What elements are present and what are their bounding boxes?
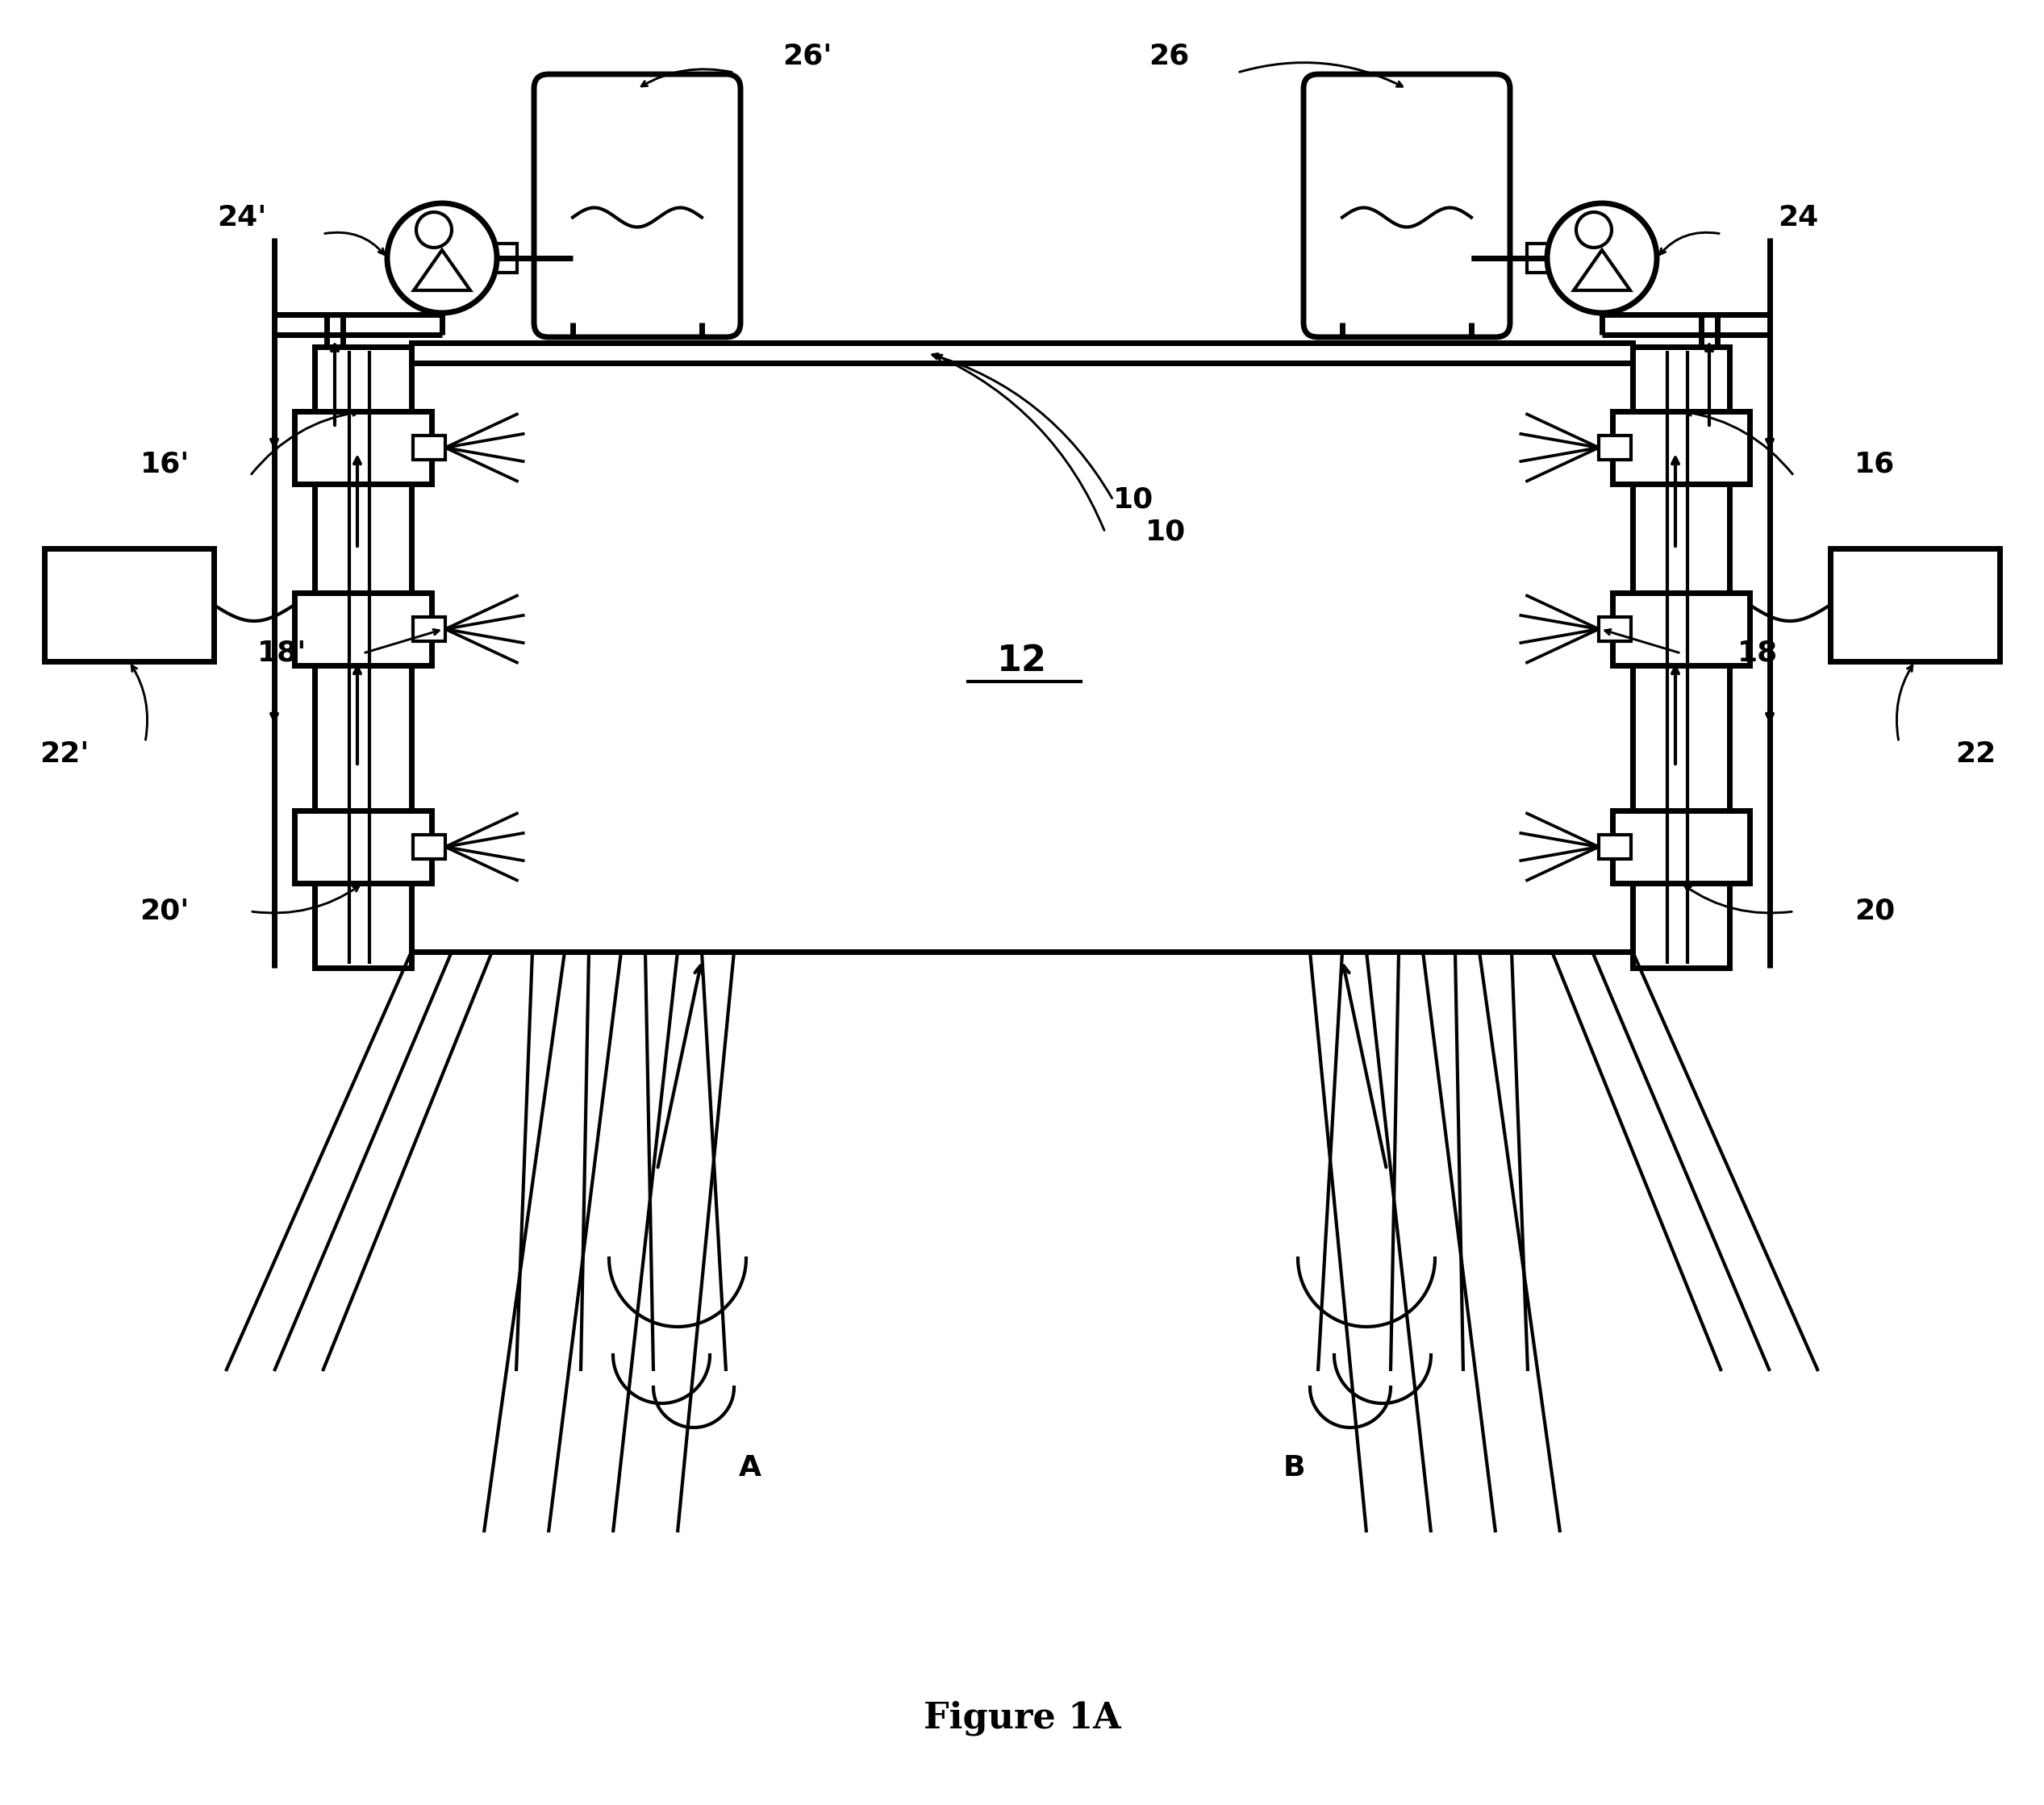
Text: 26': 26'	[783, 43, 832, 70]
Bar	[294, 592, 431, 666]
Bar	[45, 549, 215, 661]
Text: 10: 10	[1114, 486, 1153, 514]
Bar	[1613, 412, 1750, 484]
Text: 26: 26	[1149, 43, 1190, 70]
Circle shape	[1547, 204, 1658, 312]
Circle shape	[386, 204, 497, 312]
Text: 20: 20	[1854, 897, 1895, 926]
Text: 16: 16	[1854, 449, 1895, 478]
Bar	[411, 343, 1633, 363]
Bar	[1527, 244, 1551, 273]
FancyBboxPatch shape	[533, 74, 740, 338]
Text: 18: 18	[1737, 639, 1778, 668]
FancyBboxPatch shape	[1304, 74, 1511, 338]
Text: 24': 24'	[217, 204, 266, 231]
Bar	[1613, 810, 1750, 883]
Bar	[413, 435, 446, 460]
Bar	[294, 412, 431, 484]
Bar	[1613, 592, 1750, 666]
Text: A: A	[738, 1455, 762, 1482]
Text: 16': 16'	[141, 449, 190, 478]
Polygon shape	[1574, 251, 1631, 291]
Bar	[315, 347, 411, 967]
Bar	[413, 617, 446, 641]
Bar	[493, 244, 517, 273]
Text: 22: 22	[1956, 740, 1995, 767]
Text: 22': 22'	[39, 740, 88, 767]
Circle shape	[417, 213, 452, 247]
Text: 10: 10	[1145, 518, 1186, 547]
Text: 12: 12	[997, 644, 1047, 679]
Text: 20': 20'	[141, 897, 190, 926]
Bar	[1598, 834, 1631, 859]
Bar	[1633, 347, 1729, 967]
Circle shape	[1576, 213, 1611, 247]
Bar	[1598, 435, 1631, 460]
Polygon shape	[413, 251, 470, 291]
Bar	[413, 834, 446, 859]
Bar	[294, 810, 431, 883]
Bar	[1829, 549, 1999, 661]
Bar	[1598, 617, 1631, 641]
Text: Figure 1A: Figure 1A	[924, 1700, 1120, 1735]
Text: B: B	[1284, 1455, 1304, 1482]
Text: 24: 24	[1778, 204, 1819, 231]
Text: 18': 18'	[258, 639, 307, 668]
Bar	[411, 363, 1633, 951]
